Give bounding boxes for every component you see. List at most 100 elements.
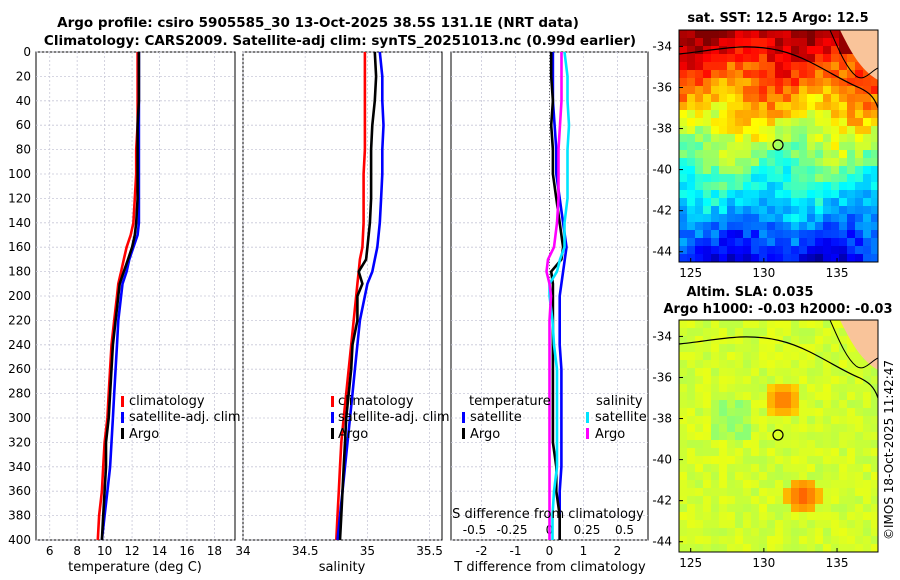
heatmap-cell: [855, 110, 864, 119]
heatmap-cell: [735, 38, 744, 47]
heatmap-cell: [759, 344, 768, 353]
heatmap-cell: [791, 262, 800, 271]
heatmap-cell: [727, 62, 736, 71]
sst-map-title: sat. SST: 12.5 Argo: 12.5: [687, 11, 868, 26]
heatmap-cell: [807, 344, 816, 353]
heatmap-cell: [759, 62, 768, 71]
heatmap-cell: [679, 352, 688, 361]
x-tick-label: 1: [580, 544, 588, 558]
heatmap-cell: [703, 488, 712, 497]
heatmap-cell: [831, 432, 840, 441]
heatmap-cell: [695, 126, 704, 135]
heatmap-cell: [815, 166, 824, 175]
heatmap-cell: [703, 352, 712, 361]
heatmap-cell: [743, 206, 752, 215]
heatmap-cell: [767, 246, 776, 255]
depth-tick-label: 140: [8, 216, 31, 230]
heatmap-cell: [743, 496, 752, 505]
heatmap-cell: [799, 480, 808, 489]
heatmap-cell: [815, 198, 824, 207]
sst-argo-position-marker: [772, 139, 784, 151]
heatmap-cell: [711, 222, 720, 231]
heatmap-cell: [855, 222, 864, 231]
depth-tick-label: 200: [8, 289, 31, 303]
heatmap-cell: [711, 472, 720, 481]
heatmap-cell: [743, 480, 752, 489]
heatmap-cell: [767, 238, 776, 247]
heatmap-cell: [695, 400, 704, 409]
heatmap-cell: [703, 70, 712, 79]
heatmap-cell: [703, 174, 712, 183]
heatmap-cell: [871, 472, 878, 481]
heatmap-cell: [727, 54, 736, 63]
heatmap-cell: [743, 150, 752, 159]
heatmap-cell: [743, 424, 752, 433]
heatmap-cell: [863, 432, 872, 441]
heatmap-cell: [679, 110, 688, 119]
heatmap-cell: [687, 94, 696, 103]
heatmap-cell: [695, 30, 704, 39]
heatmap-cell: [775, 174, 784, 183]
map-lon-tick-label: 135: [826, 556, 849, 570]
heatmap-cell: [767, 174, 776, 183]
heatmap-cell: [855, 150, 864, 159]
heatmap-cell: [791, 182, 800, 191]
heatmap-cell: [687, 328, 696, 337]
heatmap-cell: [687, 488, 696, 497]
heatmap-cell: [863, 230, 872, 239]
heatmap-cell: [695, 448, 704, 457]
heatmap-cell: [775, 110, 784, 119]
heatmap-cell: [735, 262, 744, 271]
heatmap-cell: [727, 38, 736, 47]
heatmap-cell: [799, 102, 808, 111]
heatmap-cell: [775, 134, 784, 143]
heatmap-cell: [735, 230, 744, 239]
heatmap-cell: [743, 464, 752, 473]
heatmap-cell: [855, 190, 864, 199]
heatmap-cell: [679, 440, 688, 449]
legend-label-climatology: climatology: [129, 394, 205, 409]
heatmap-cell: [863, 166, 872, 175]
heatmap-cell: [735, 102, 744, 111]
heatmap-cell: [855, 432, 864, 441]
heatmap-cell: [855, 214, 864, 223]
heatmap-cell: [703, 166, 712, 175]
heatmap-cell: [767, 86, 776, 95]
heatmap-cell: [847, 496, 856, 505]
heatmap-cell: [751, 142, 760, 151]
heatmap-cell: [751, 166, 760, 175]
heatmap-cell: [799, 86, 808, 95]
heatmap-cell: [775, 448, 784, 457]
heatmap-cell: [759, 190, 768, 199]
heatmap-cell: [855, 408, 864, 417]
heatmap-cell: [767, 384, 776, 393]
heatmap-cell: [751, 448, 760, 457]
heatmap-cell: [815, 262, 824, 271]
heatmap-cell: [831, 384, 840, 393]
heatmap-cell: [727, 158, 736, 167]
heatmap-cell: [735, 536, 744, 545]
heatmap-cell: [815, 544, 824, 552]
heatmap-cell: [815, 552, 824, 561]
heatmap-cell: [863, 488, 872, 497]
heatmap-cell: [839, 230, 848, 239]
heatmap-cell: [679, 520, 688, 529]
heatmap-cell: [855, 448, 864, 457]
heatmap-cell: [759, 392, 768, 401]
heatmap-cell: [791, 520, 800, 529]
heatmap-cell: [679, 134, 688, 143]
heatmap-cell: [679, 512, 688, 521]
heatmap-cell: [847, 254, 856, 262]
heatmap-cell: [863, 400, 872, 409]
heatmap-cell: [727, 528, 736, 537]
heatmap-cell: [807, 384, 816, 393]
heatmap-cell: [783, 198, 792, 207]
heatmap-cell: [799, 246, 808, 255]
heatmap-cell: [759, 254, 768, 262]
heatmap-cell: [823, 166, 832, 175]
heatmap-cell: [695, 424, 704, 433]
heatmap-cell: [783, 182, 792, 191]
heatmap-cell: [823, 336, 832, 345]
heatmap-cell: [807, 134, 816, 143]
heatmap-cell: [695, 198, 704, 207]
